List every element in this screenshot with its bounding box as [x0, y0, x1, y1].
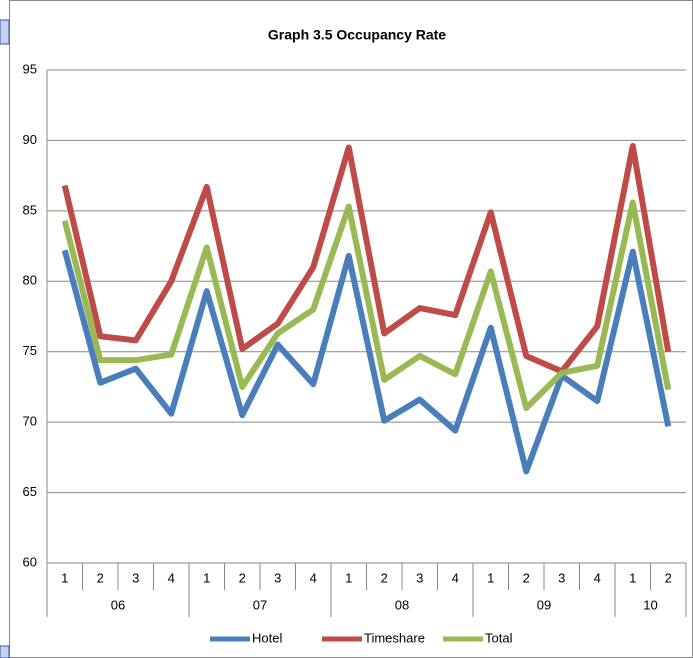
group-label: 08	[395, 597, 409, 612]
group-label: 09	[537, 597, 551, 612]
ui-tab	[0, 645, 10, 658]
y-tick-label: 65	[23, 484, 37, 499]
x-tick-label: 4	[594, 570, 601, 585]
group-label: 10	[643, 597, 657, 612]
group-label: 06	[111, 597, 125, 612]
legend-label: Total	[485, 630, 513, 645]
x-tick-label: 3	[132, 570, 139, 585]
x-tick-label: 2	[381, 570, 388, 585]
y-tick-label: 85	[23, 202, 37, 217]
x-tick-label: 4	[310, 570, 317, 585]
x-tick-label: 1	[487, 570, 494, 585]
y-tick-label: 75	[23, 343, 37, 358]
x-tick-label: 2	[239, 570, 246, 585]
x-tick-label: 2	[665, 570, 672, 585]
x-tick-label: 1	[629, 570, 636, 585]
x-tick-label: 1	[203, 570, 210, 585]
group-label: 07	[253, 597, 267, 612]
ui-tab	[0, 19, 10, 45]
x-tick-label: 3	[558, 570, 565, 585]
x-tick-label: 1	[61, 570, 68, 585]
y-tick-label: 90	[23, 132, 37, 147]
y-tick-label: 95	[23, 61, 37, 76]
series-line	[61, 199, 672, 412]
x-tick-label: 4	[452, 570, 459, 585]
x-tick-label: 4	[168, 570, 175, 585]
series-line	[61, 143, 672, 375]
x-tick-label: 3	[274, 570, 281, 585]
x-tick-label: 1	[345, 570, 352, 585]
chart-frame	[9, 0, 693, 658]
x-tick-label: 3	[416, 570, 423, 585]
series-line	[61, 248, 672, 475]
legend-label: Hotel	[252, 630, 282, 645]
y-tick-label: 70	[23, 414, 37, 429]
x-tick-label: 2	[97, 570, 104, 585]
y-tick-label: 80	[23, 273, 37, 288]
y-tick-label: 60	[23, 554, 37, 569]
legend-label: Timeshare	[364, 630, 425, 645]
chart-title: Graph 3.5 Occupancy Rate	[268, 27, 446, 43]
x-tick-label: 2	[523, 570, 530, 585]
